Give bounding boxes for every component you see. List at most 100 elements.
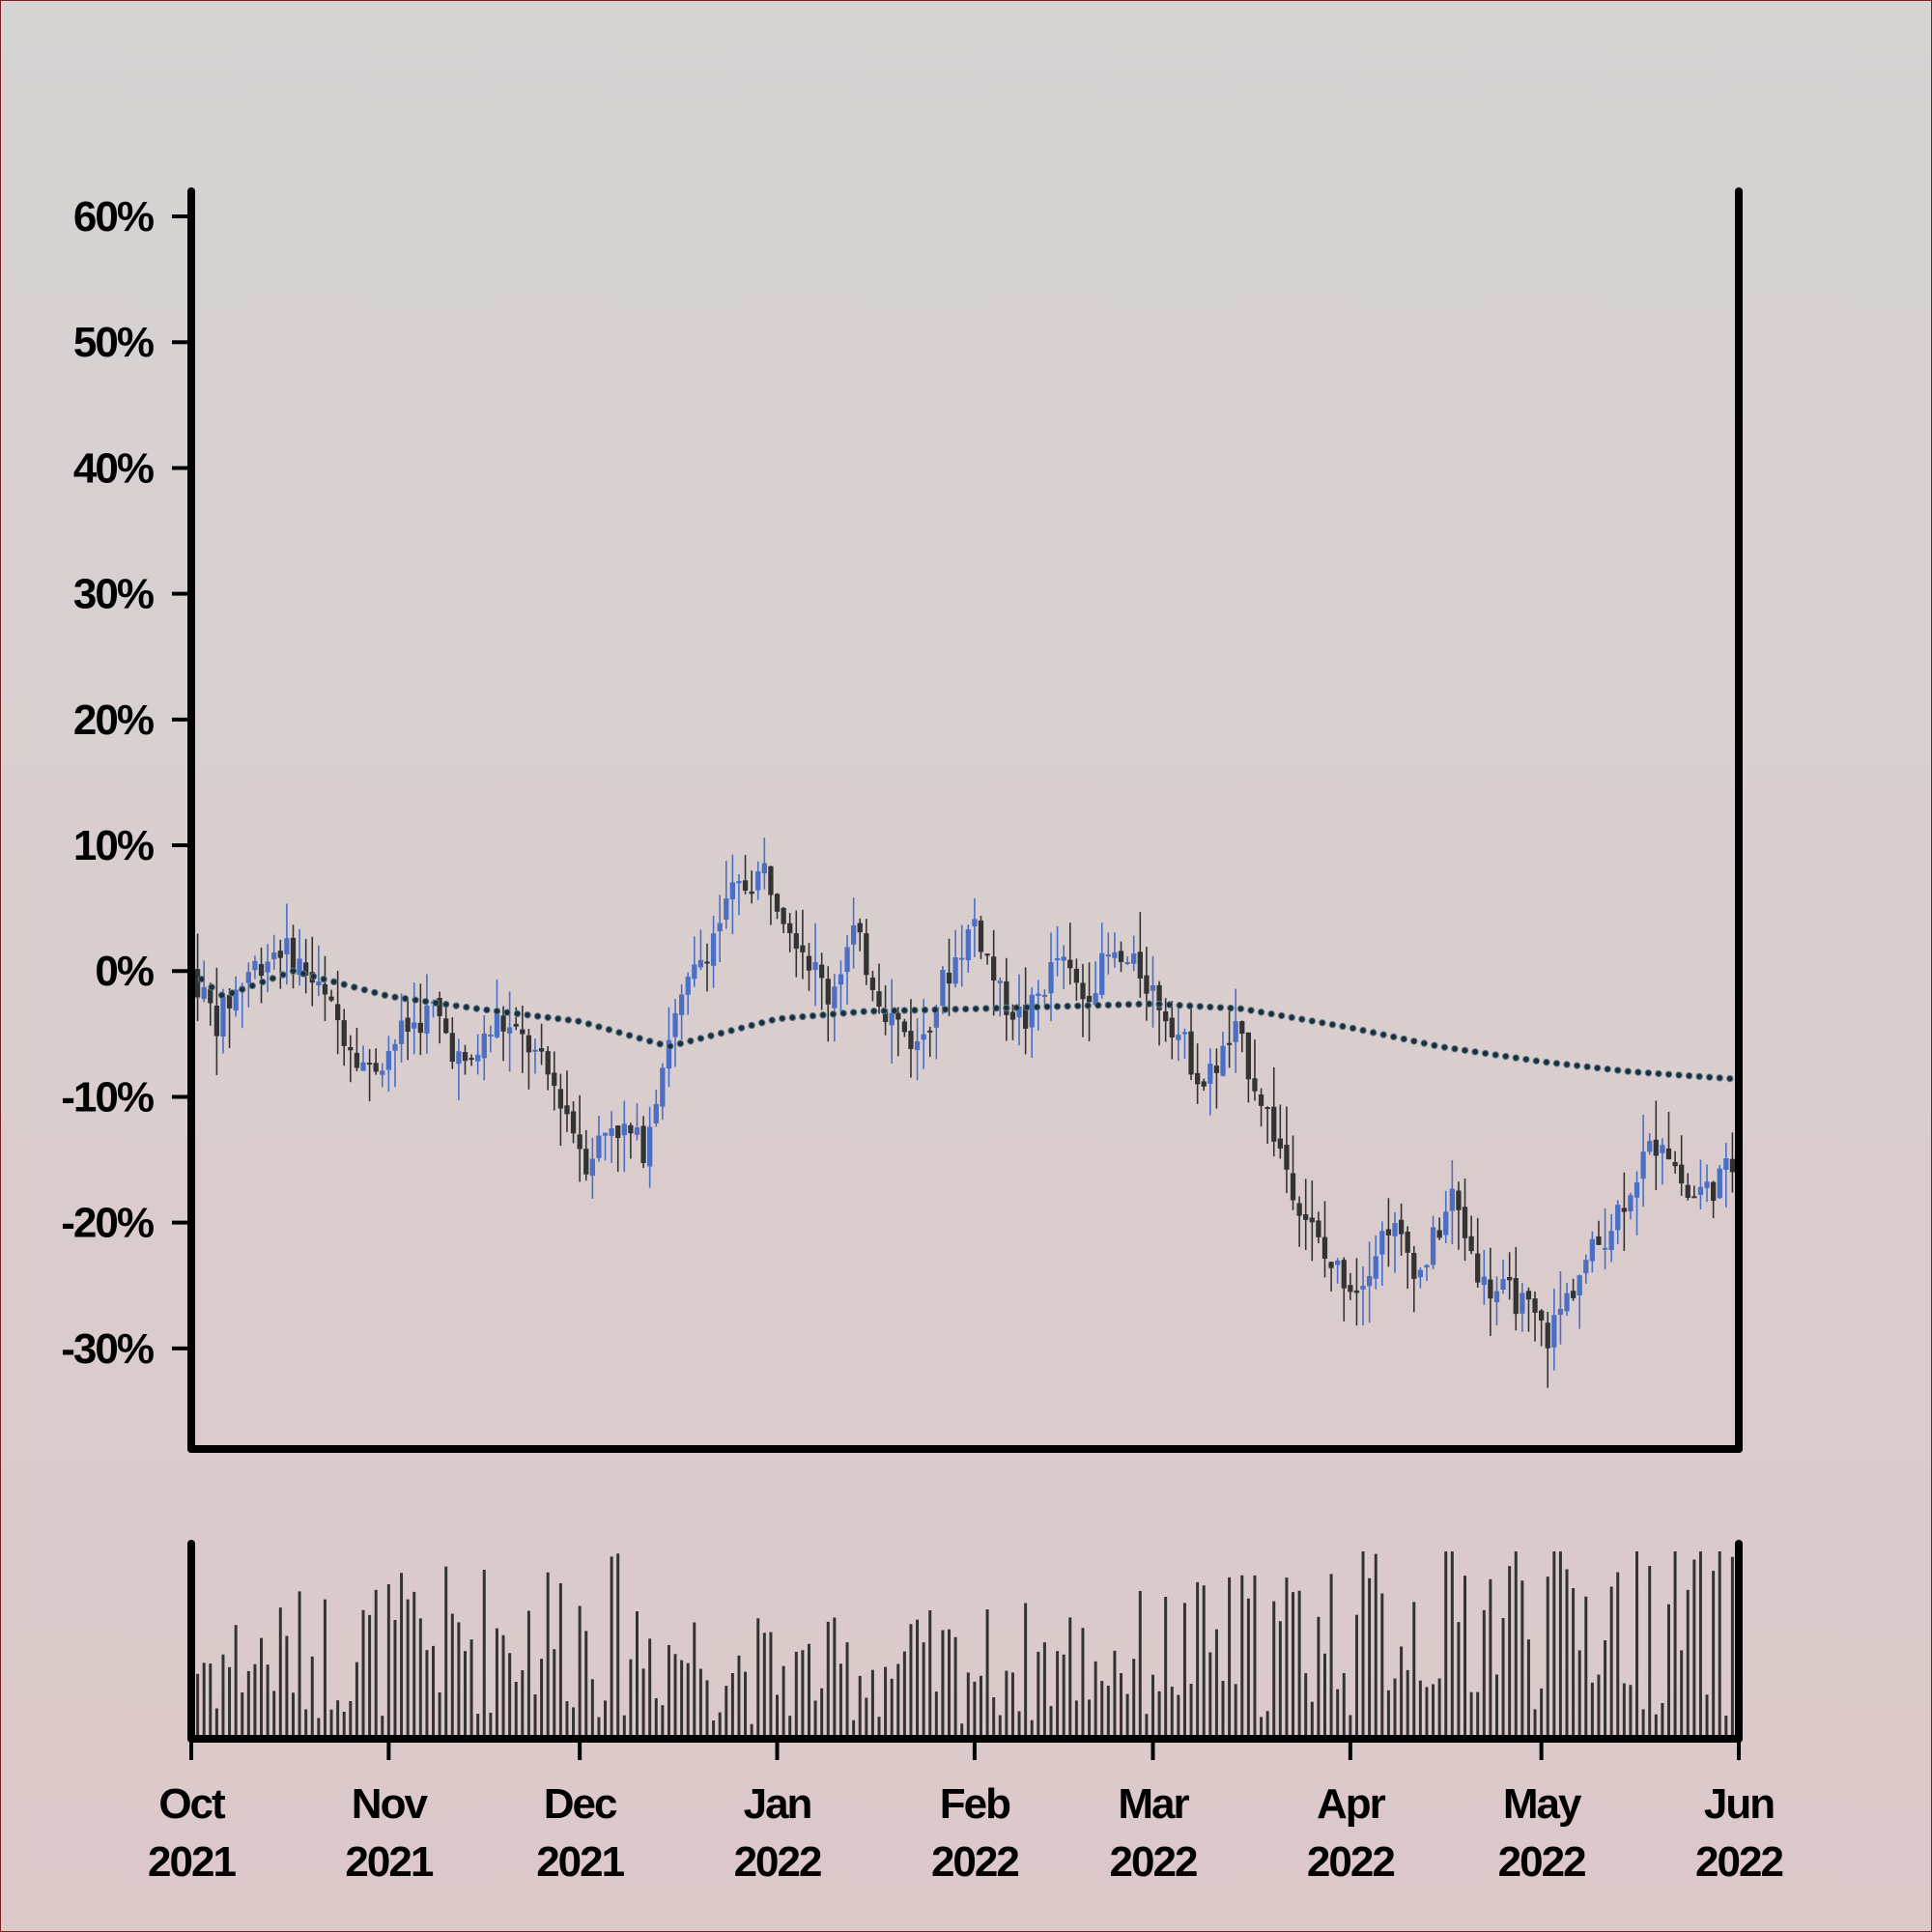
candle-body <box>997 980 1003 983</box>
candle-body <box>1443 1211 1449 1236</box>
candle-body <box>869 977 876 990</box>
candle-body <box>348 1047 354 1051</box>
candle-body <box>424 1006 430 1034</box>
moving-average-point <box>544 1013 552 1021</box>
candle-body <box>1112 952 1118 958</box>
moving-average-point <box>1614 1066 1622 1074</box>
x-tick-year: 2022 <box>1695 1838 1782 1886</box>
candle-body <box>1468 1236 1474 1252</box>
x-tick-year: 2022 <box>734 1838 821 1886</box>
moving-average-point <box>921 1006 929 1014</box>
moving-average-point <box>360 985 369 994</box>
moving-average-point <box>1634 1068 1642 1076</box>
moving-average-point <box>1308 1017 1316 1025</box>
candle-body <box>1067 959 1073 969</box>
candle-body <box>1710 1181 1717 1202</box>
candle-body <box>914 1041 921 1051</box>
moving-average-point <box>880 1007 888 1015</box>
volume-panel: Oct 2021 Nov 2021 Dec 2021 Jan 2022 Feb 2022 Mar 20… <box>148 1540 1784 1886</box>
x-tick-month: Jun <box>1704 1780 1774 1828</box>
candle-body <box>506 1027 513 1034</box>
moving-average-point <box>483 1006 491 1014</box>
candle-body <box>1481 1276 1487 1285</box>
candle-body <box>921 1034 926 1040</box>
candle-body <box>1041 994 1048 997</box>
candle-body <box>1073 968 1080 983</box>
candle-body <box>1430 1227 1436 1265</box>
moving-average-point <box>615 1029 623 1037</box>
moving-average-line <box>187 967 1734 1083</box>
candle-body <box>672 1012 678 1037</box>
candle-body <box>1589 1238 1596 1262</box>
moving-average-point <box>472 1005 481 1012</box>
candle-body <box>252 960 258 971</box>
x-tick-month: May <box>1503 1780 1582 1828</box>
candle-body <box>1016 1006 1022 1018</box>
candle-body <box>1608 1231 1614 1251</box>
candle-body <box>1213 1065 1220 1073</box>
candle-body <box>1449 1188 1455 1211</box>
candle-body <box>806 955 812 971</box>
moving-average-point <box>259 978 267 986</box>
moving-average-point <box>788 1013 797 1022</box>
y-tick-label: -20% <box>61 1200 154 1247</box>
candle-body <box>1373 1256 1378 1279</box>
moving-average-point <box>442 1000 450 1009</box>
candle-body <box>1348 1285 1353 1293</box>
moving-average-point <box>1655 1069 1662 1078</box>
candle-body <box>488 1034 494 1037</box>
y-tick-label: 50% <box>73 319 154 366</box>
moving-average-point <box>1012 1004 1021 1011</box>
moving-average-point <box>1288 1013 1295 1021</box>
price-panel: 60% 50% 40% 30% 20% 10% 0% -10% -20% -30% <box>61 187 1743 1453</box>
candle-body <box>1660 1145 1665 1153</box>
candle-body <box>1131 953 1137 964</box>
moving-average-point <box>687 1037 695 1045</box>
moving-average-point <box>961 1005 970 1013</box>
price-axes <box>187 187 1743 1453</box>
candle-body <box>1163 1011 1169 1022</box>
candle-body <box>1411 1253 1417 1279</box>
candle-body <box>609 1128 614 1136</box>
moving-average-point <box>1563 1061 1571 1068</box>
moving-average-point <box>1165 1001 1174 1009</box>
candle-body <box>1118 951 1124 962</box>
moving-average-point <box>329 978 338 986</box>
moving-average-point <box>1207 1003 1214 1011</box>
candle-body <box>1513 1278 1519 1315</box>
candle-body <box>398 1020 405 1044</box>
moving-average-point <box>900 1007 909 1014</box>
candle-body <box>895 1012 901 1020</box>
candle-body <box>717 923 723 932</box>
moving-average-point <box>799 1012 807 1021</box>
candle-body <box>972 919 978 926</box>
candle-body <box>303 962 309 976</box>
x-tick-month: Jan <box>744 1780 811 1828</box>
candle-body <box>621 1123 627 1136</box>
candle-body <box>271 952 277 959</box>
moving-average-point <box>533 1012 542 1020</box>
moving-average-point <box>391 993 399 1001</box>
candle-body <box>1220 1045 1226 1076</box>
candle-body <box>1271 1106 1277 1142</box>
candle-body <box>768 866 774 895</box>
moving-average-point <box>208 983 215 991</box>
candle-body <box>1208 1064 1213 1084</box>
candle-body <box>392 1043 398 1051</box>
moving-average-point <box>870 1008 878 1015</box>
moving-average-point <box>1716 1074 1723 1082</box>
moving-average-point <box>1573 1062 1581 1069</box>
candle-body <box>557 1089 564 1109</box>
moving-average-point <box>727 1027 735 1035</box>
moving-average-point <box>696 1035 705 1042</box>
y-tick-label: 60% <box>73 193 154 241</box>
moving-average-point <box>1145 1000 1153 1008</box>
candle-body <box>1665 1148 1672 1160</box>
candle-body <box>978 920 984 952</box>
candle-body <box>316 981 322 986</box>
moving-average-point <box>371 988 379 997</box>
candle-body <box>749 891 754 895</box>
candle-body <box>1385 1229 1392 1236</box>
candle-body <box>1366 1275 1373 1287</box>
moving-average-point <box>1705 1073 1714 1081</box>
